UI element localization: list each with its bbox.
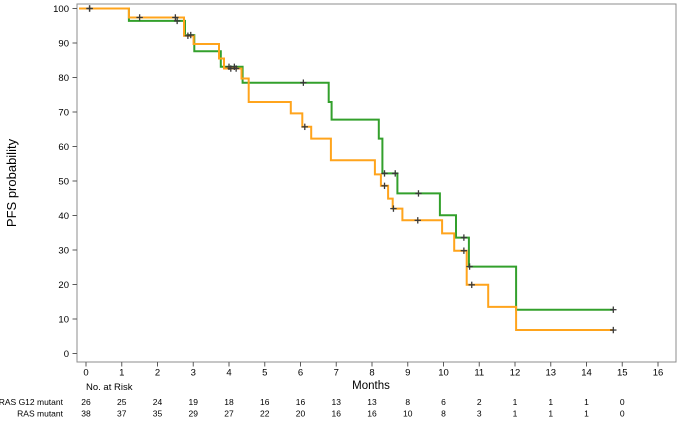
at-risk-value: 20	[296, 408, 306, 418]
y-tick-label: 80	[58, 73, 69, 84]
x-tick-label: 4	[226, 368, 231, 379]
at-risk-value: 29	[189, 408, 199, 418]
at-risk-row-label: RAS mutant	[17, 408, 63, 418]
at-risk-value: 25	[117, 397, 127, 407]
at-risk-value: 1	[584, 408, 589, 418]
censor-marks	[86, 5, 617, 334]
at-risk-value: 0	[620, 397, 625, 407]
y-tick-label: 70	[58, 107, 69, 118]
x-tick-label: 2	[155, 368, 160, 379]
y-tick-label: 0	[64, 349, 69, 360]
x-tick-label: 16	[653, 368, 664, 379]
at-risk-value: 35	[153, 408, 163, 418]
x-tick-label: 7	[334, 368, 339, 379]
x-tick-label: 13	[545, 368, 556, 379]
survival-curves	[79, 7, 614, 331]
x-tick-label: 10	[438, 368, 449, 379]
y-axis-title: PFS probability	[4, 138, 19, 227]
at-risk-value: 13	[367, 397, 377, 407]
x-axis-title: Months	[352, 380, 390, 392]
at-risk-value: 1	[513, 408, 518, 418]
plot-border	[76, 3, 677, 363]
at-risk-value: 0	[620, 408, 625, 418]
at-risk-value: 19	[189, 397, 199, 407]
at-risk-value: 16	[260, 397, 270, 407]
x-tick-label: 1	[119, 368, 124, 379]
y-tick-label: 100	[53, 4, 69, 15]
at-risk-value: 1	[513, 397, 518, 407]
x-tick-label: 11	[474, 368, 484, 379]
at-risk-value: 38	[81, 408, 91, 418]
at-risk-value: 1	[548, 397, 553, 407]
at-risk-value: 10	[403, 408, 413, 418]
y-tick-label: 60	[58, 142, 69, 153]
at-risk-value: 2	[477, 397, 482, 407]
at-risk-value: 1	[584, 397, 589, 407]
x-tick-label: 14	[581, 368, 592, 379]
y-tick-label: 10	[58, 314, 69, 325]
y-tick-label: 90	[58, 38, 69, 49]
at-risk-value: 27	[224, 408, 234, 418]
at-risk-value: 3	[477, 408, 482, 418]
x-tick-label: 12	[510, 368, 521, 379]
at-risk-value: 16	[296, 397, 306, 407]
x-tick-label: 3	[191, 368, 196, 379]
at-risk-value: 16	[332, 408, 342, 418]
x-tick-label: 0	[83, 368, 88, 379]
at-risk-value: 1	[548, 408, 553, 418]
at-risk-title: No. at Risk	[86, 382, 133, 393]
x-tick-label: 9	[405, 368, 410, 379]
y-tick-label: 20	[58, 280, 69, 291]
at-risk-value: 18	[224, 397, 234, 407]
at-risk-value: 37	[117, 408, 127, 418]
x-tick-label: 6	[298, 368, 303, 379]
plot-frame	[76, 3, 677, 363]
km-step-line	[79, 7, 614, 331]
at-risk-table: RAS G12 mutant 26 25 24 19 18 16 16 13 13 8 6 2 1 1 1 0R…	[0, 397, 625, 418]
x-tick-label: 8	[369, 368, 374, 379]
y-tick-label: 40	[58, 211, 69, 222]
at-risk-value: 22	[260, 408, 270, 418]
x-tick-label: 15	[617, 368, 628, 379]
at-risk-value: 6	[441, 397, 446, 407]
at-risk-row-label: RAS G12 mutant	[0, 397, 64, 407]
y-tick-label: 30	[58, 245, 69, 256]
at-risk-value: 8	[405, 397, 410, 407]
at-risk-value: 13	[332, 397, 342, 407]
at-risk-value: 16	[367, 408, 377, 418]
axis-ticks: 0 1 2 3 4 5 6 7 8 9 10 11 12 13 14 15 160102030405060708…	[53, 4, 663, 379]
y-tick-label: 50	[58, 176, 69, 187]
at-risk-value: 26	[81, 397, 91, 407]
at-risk-value: 24	[153, 397, 163, 407]
km-step-line	[79, 7, 614, 311]
at-risk-value: 8	[441, 408, 446, 418]
x-tick-label: 5	[262, 368, 267, 379]
